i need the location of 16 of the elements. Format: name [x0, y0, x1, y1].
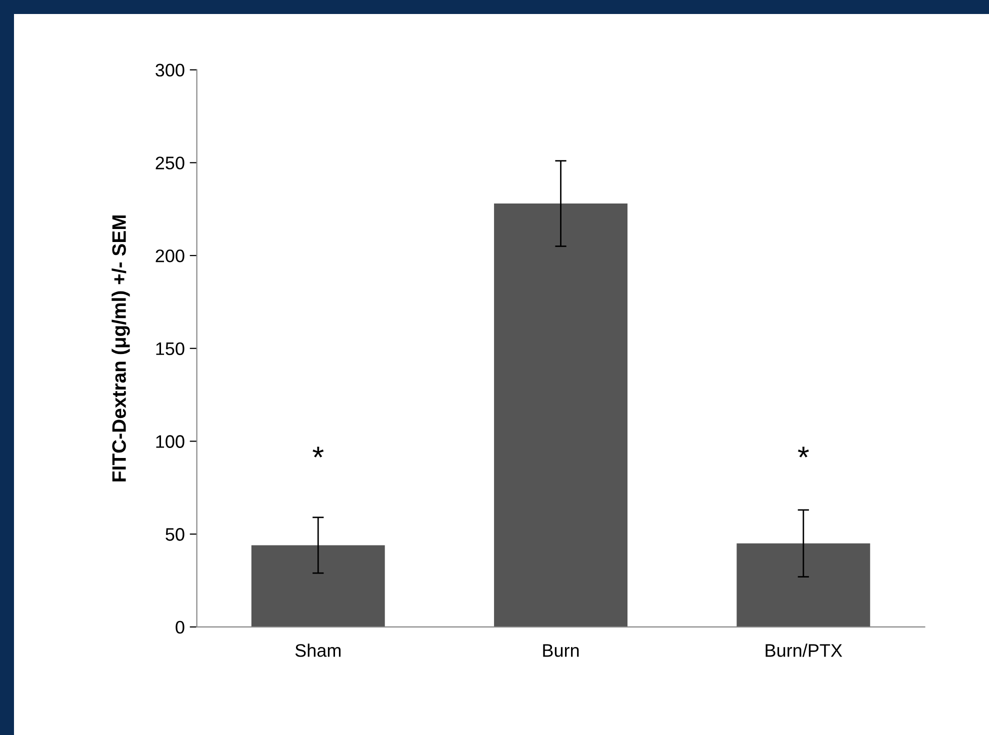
- annotation: *: [312, 446, 324, 458]
- y-tick-label: 100: [156, 435, 184, 448]
- y-tick-label: 200: [156, 249, 184, 262]
- bar: [494, 204, 628, 627]
- y-tick-label: 300: [156, 64, 184, 77]
- bar: [736, 543, 870, 627]
- y-tick-label: 0: [176, 620, 184, 634]
- y-axis-title: FITC-Dextran (μg/ml) +/- SEM: [112, 215, 130, 482]
- x-tick-label: Burn: [543, 644, 579, 657]
- y-tick-label: 250: [156, 156, 184, 170]
- bar: [251, 545, 385, 627]
- y-tick-label: 50: [166, 528, 184, 541]
- x-tick-label: Burn/PTX: [766, 644, 842, 657]
- x-tick-label: Sham: [295, 644, 341, 657]
- y-tick-label: 150: [156, 342, 184, 356]
- annotation: *: [798, 446, 809, 458]
